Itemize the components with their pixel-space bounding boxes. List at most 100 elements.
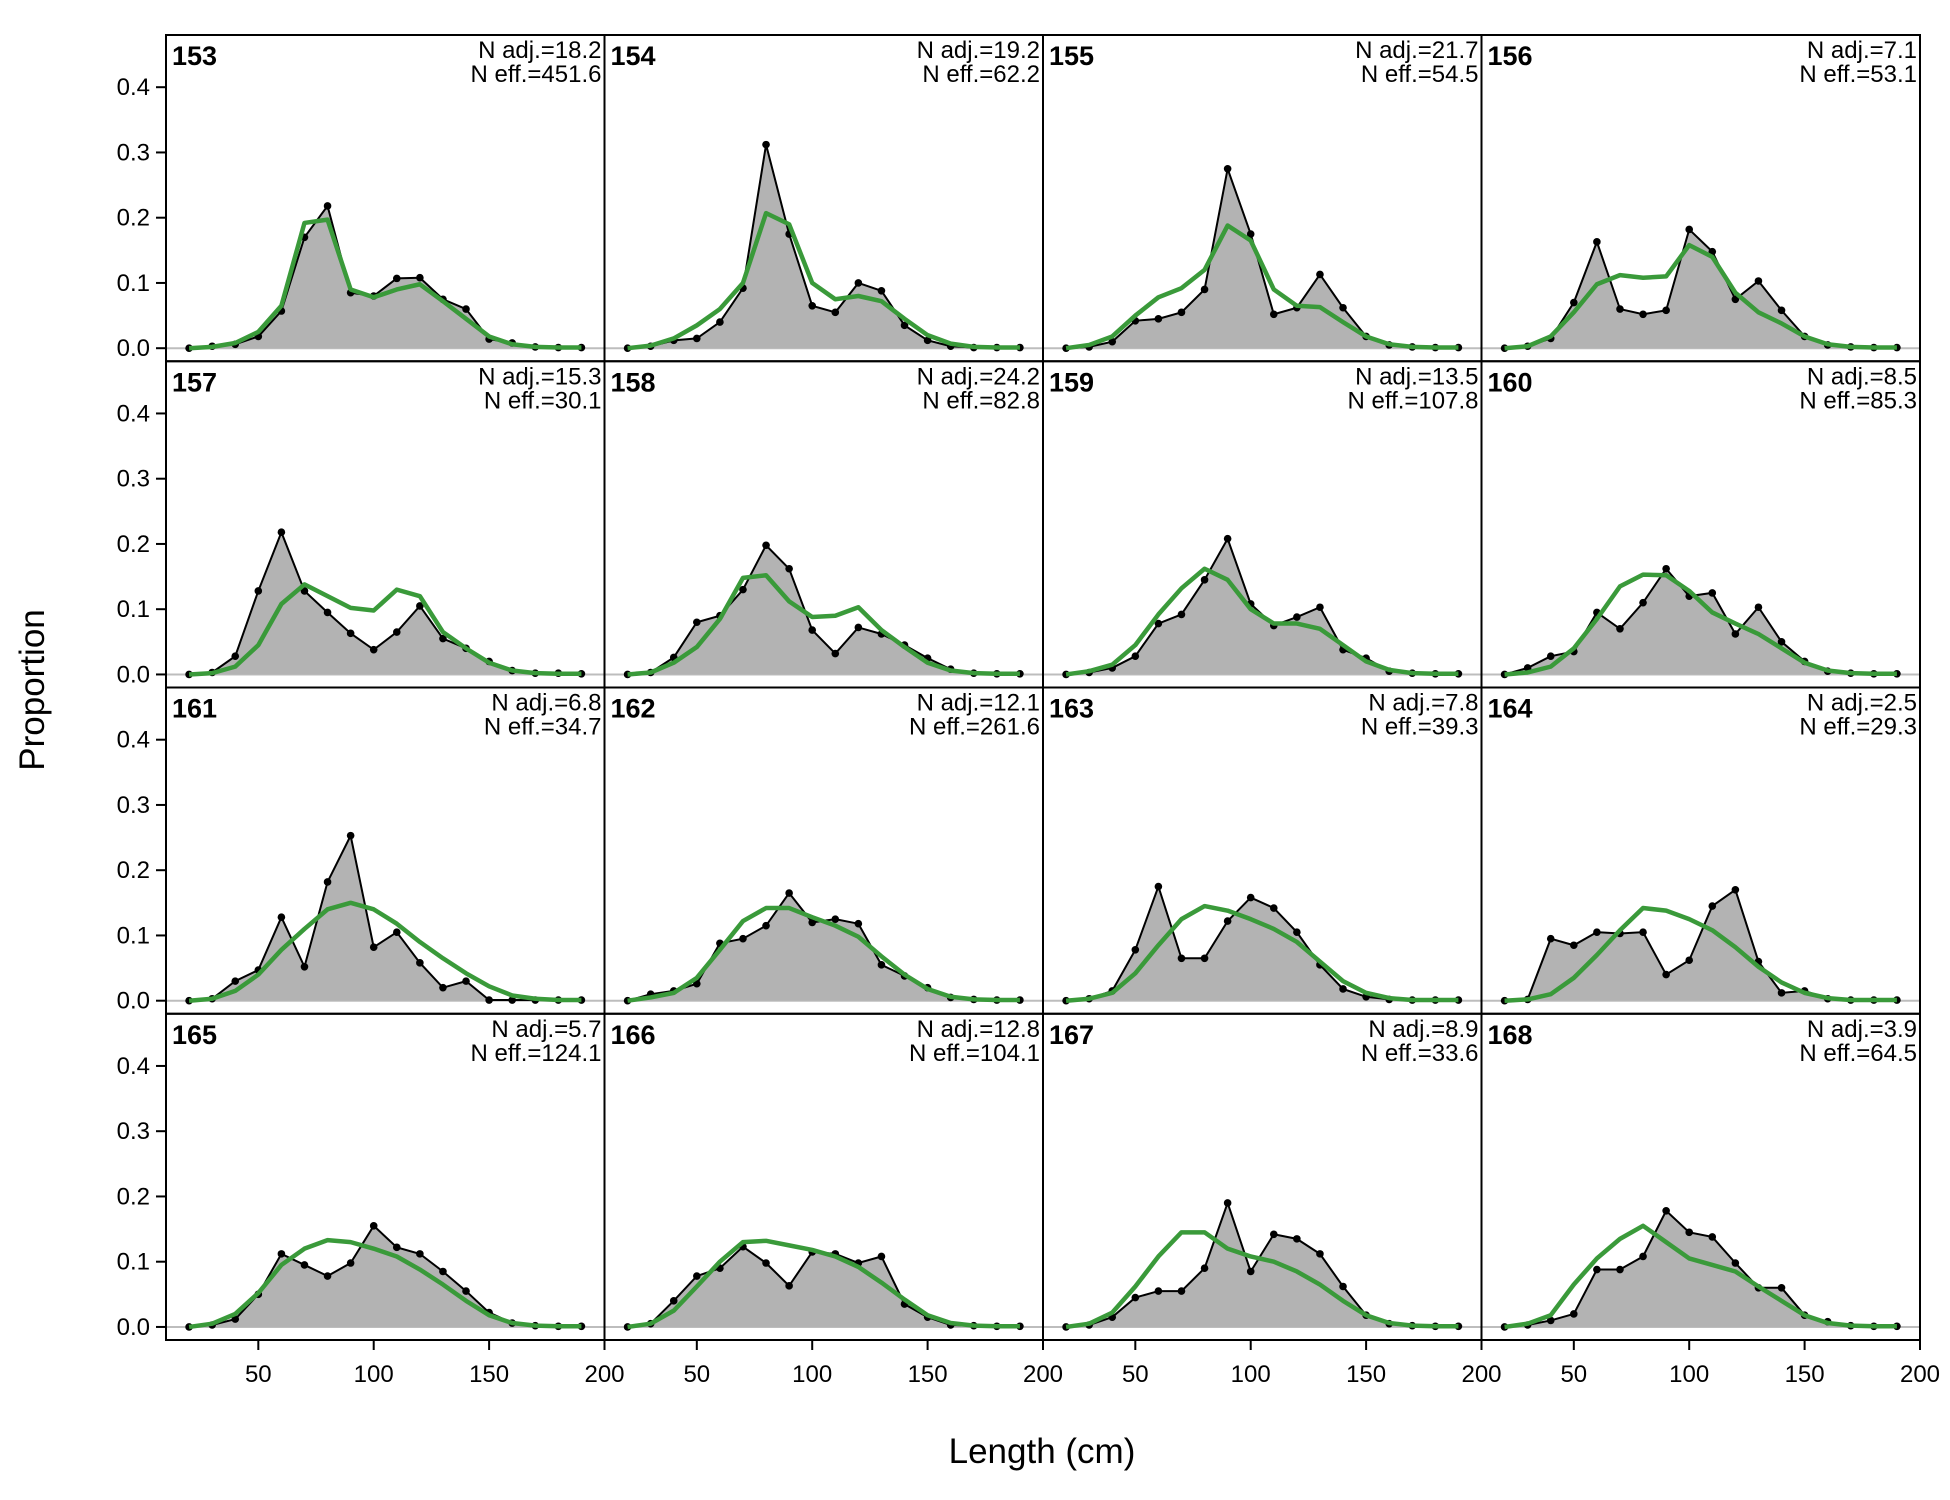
observed-point <box>808 918 817 927</box>
n-adj-label: N adj.=15.3 <box>478 363 601 390</box>
observed-area <box>1504 229 1897 349</box>
n-eff-label: N eff.=34.7 <box>484 714 602 741</box>
observed-point <box>1131 652 1140 660</box>
observed-point <box>900 321 909 330</box>
panel-label: 168 <box>1488 1020 1533 1050</box>
expected-line <box>1065 903 1459 1003</box>
observed-point <box>277 1250 286 1258</box>
observed-point <box>808 301 817 310</box>
observed-point <box>1223 1199 1232 1207</box>
observed-point <box>1177 1287 1186 1295</box>
n-eff-label: N eff.=261.6 <box>909 714 1040 741</box>
observed-point <box>1269 310 1278 319</box>
expected-line <box>1065 566 1459 677</box>
observed-point <box>785 889 793 897</box>
n-adj-label: N adj.=7.8 <box>1368 690 1478 717</box>
observed-point <box>346 629 355 638</box>
observed-point <box>1685 225 1694 234</box>
observed-point <box>1639 928 1647 936</box>
observed-point <box>416 273 424 282</box>
panel-166: 166 N adj.=12.8N eff.=104.1 <box>603 1012 1044 1341</box>
x-tick-label: 100 <box>1231 1361 1271 1388</box>
observed-point <box>416 1250 424 1258</box>
panel-label: 160 <box>1488 367 1533 397</box>
n-eff-label: N eff.=62.2 <box>922 61 1040 88</box>
observed-point <box>831 308 840 317</box>
y-tick-label: 0.1 <box>117 596 150 623</box>
observed-point <box>1777 989 1786 997</box>
observed-point <box>1685 956 1694 965</box>
panel-159: 159 N adj.=13.5N eff.=107.8 <box>1042 360 1483 689</box>
observed-point <box>1200 285 1209 294</box>
observed-point <box>300 587 309 595</box>
observed-point <box>1662 564 1670 573</box>
observed-point <box>1731 295 1740 304</box>
observed-point <box>392 1243 401 1252</box>
observed-point <box>323 1272 332 1280</box>
observed-point <box>1570 941 1578 950</box>
observed-point <box>1154 315 1163 323</box>
panel-label: 163 <box>1049 694 1094 724</box>
expected-line <box>1504 905 1897 1003</box>
observed-area <box>1504 1210 1897 1327</box>
panel-161: 161 N adj.=6.8N eff.=34.7 <box>165 686 606 1015</box>
panel-165: 165 N adj.=5.7N eff.=124.1 <box>165 1012 606 1341</box>
panel-label: 162 <box>611 694 656 724</box>
observed-area <box>1066 886 1459 1001</box>
n-adj-label: N adj.=3.9 <box>1807 1016 1917 1043</box>
observed-point <box>392 628 401 636</box>
observed-area <box>627 893 1020 1001</box>
observed-point <box>462 1287 470 1295</box>
observed-point <box>1223 917 1232 925</box>
observed-point <box>1316 1250 1324 1258</box>
n-eff-label: N eff.=53.1 <box>1799 61 1917 88</box>
observed-point <box>739 585 747 594</box>
observed-point <box>1639 310 1647 319</box>
panel-164: 164 N adj.=2.5N eff.=29.3 <box>1480 686 1921 1015</box>
observed-point <box>323 608 332 617</box>
n-adj-label: N adj.=13.5 <box>1355 363 1478 390</box>
panel-label: 157 <box>172 367 217 397</box>
observed-point <box>1177 954 1186 963</box>
panel-label: 165 <box>172 1020 217 1050</box>
observed-point <box>1293 928 1301 936</box>
n-eff-label: N eff.=124.1 <box>471 1040 602 1067</box>
n-eff-label: N eff.=39.3 <box>1361 714 1479 741</box>
panel-167: 167 N adj.=8.9N eff.=33.6 <box>1042 1012 1483 1341</box>
panel-154: 154 N adj.=19.2N eff.=62.2 <box>603 34 1044 363</box>
n-adj-label: N adj.=19.2 <box>917 37 1040 64</box>
observed-area <box>1504 889 1897 1001</box>
observed-line <box>188 832 582 1002</box>
n-eff-label: N eff.=64.5 <box>1799 1040 1917 1067</box>
panel-163: 163 N adj.=7.8N eff.=39.3 <box>1042 686 1483 1015</box>
n-eff-label: N eff.=33.6 <box>1361 1040 1479 1067</box>
observed-point <box>254 587 263 595</box>
observed-area <box>1504 568 1897 675</box>
y-tick-label: 0.4 <box>117 727 150 754</box>
y-axis: 0.0 0.1 0.2 0.3 0.4 0.0 0.1 0.2 0.3 0.4 0.0 0.1 0.2 0… <box>117 74 166 1341</box>
observed-point <box>1685 1228 1694 1237</box>
observed-point <box>231 1315 240 1323</box>
observed-point <box>1616 624 1624 633</box>
observed-point <box>1177 308 1186 317</box>
y-tick-label: 0.4 <box>117 74 150 101</box>
observed-point <box>1708 589 1717 597</box>
y-tick-label: 0.2 <box>117 857 150 884</box>
y-tick-label: 0.1 <box>117 1249 150 1276</box>
observed-point <box>877 286 886 295</box>
observed-point <box>1731 630 1740 638</box>
observed-area <box>1066 168 1459 349</box>
observed-point <box>1593 1265 1601 1274</box>
observed-point <box>277 913 286 921</box>
n-eff-label: N eff.=82.8 <box>922 387 1040 414</box>
expected-line <box>188 1237 582 1330</box>
y-tick-label: 0.1 <box>117 270 150 297</box>
panel-156: 156 N adj.=7.1N eff.=53.1 <box>1480 34 1921 363</box>
observed-point <box>1200 954 1209 963</box>
observed-point <box>1662 306 1670 315</box>
n-adj-label: N adj.=8.5 <box>1807 363 1917 390</box>
observed-point <box>1731 885 1740 894</box>
panel-157: 157 N adj.=15.3N eff.=30.1 <box>165 360 606 689</box>
observed-area <box>189 205 582 349</box>
observed-point <box>762 921 770 930</box>
